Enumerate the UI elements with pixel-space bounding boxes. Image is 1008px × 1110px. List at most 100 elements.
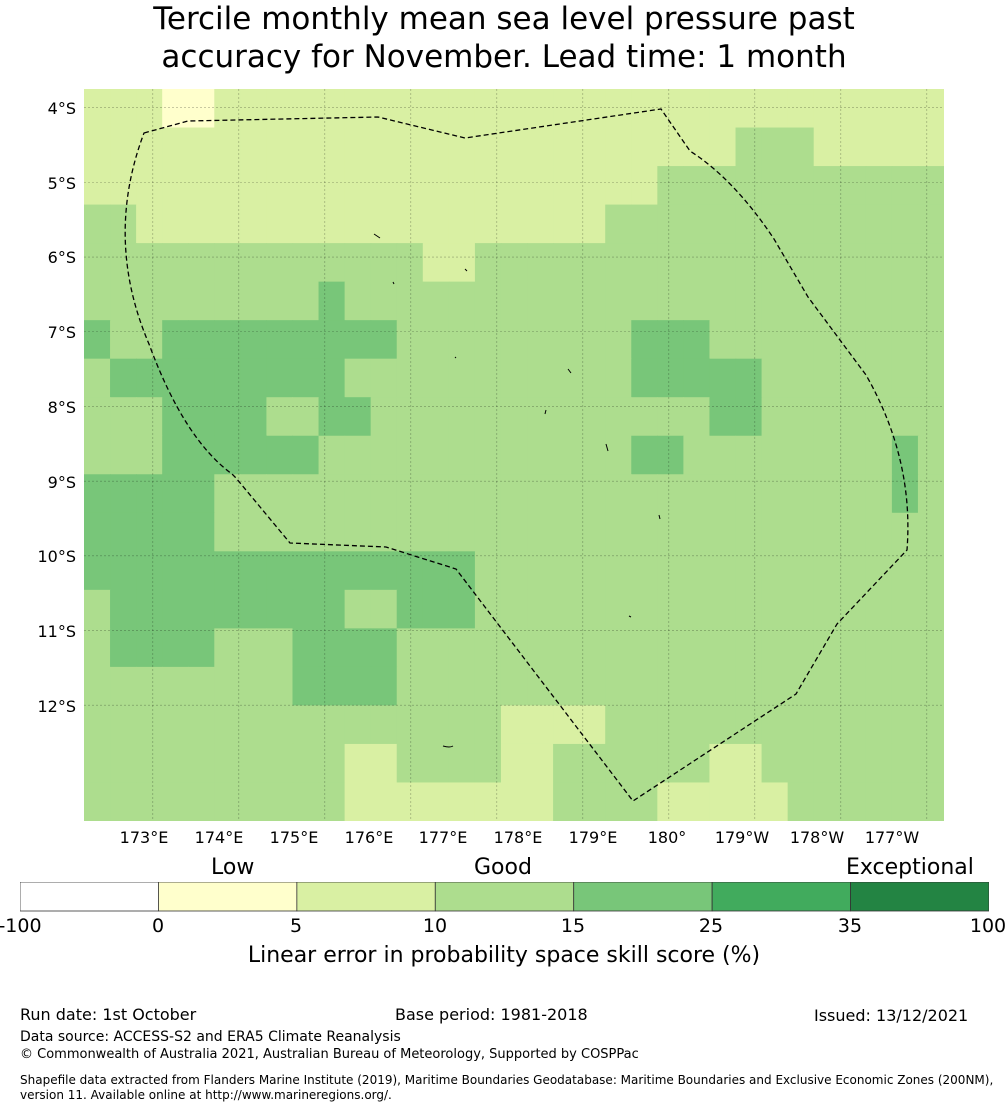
- heatmap-cell: [865, 551, 893, 591]
- heatmap-cell: [344, 551, 372, 591]
- heatmap-cell: [865, 666, 893, 707]
- heatmap-cell: [370, 512, 398, 552]
- map-title: Tercile monthly mean sea level pressure …: [0, 0, 1008, 76]
- heatmap-cell: [579, 127, 606, 167]
- heatmap-cell: [370, 551, 398, 591]
- heatmap-cell: [631, 243, 658, 283]
- heatmap-cell: [188, 89, 215, 129]
- heatmap-cell: [214, 782, 241, 821]
- heatmap-cell: [318, 743, 346, 784]
- heatmap-cell: [891, 281, 919, 321]
- heatmap-cell: [657, 666, 684, 707]
- heatmap-cell: [162, 281, 189, 321]
- heatmap-cell: [683, 320, 711, 360]
- heatmap-cell: [709, 204, 737, 244]
- heatmap-cell: [474, 705, 502, 745]
- heatmap-cell: [370, 358, 398, 398]
- heatmap-cell: [735, 127, 763, 167]
- heatmap-cell: [917, 782, 944, 821]
- colorbar-segment: [20, 882, 159, 912]
- heatmap-cell: [839, 243, 867, 283]
- heatmap-cell: [474, 89, 502, 129]
- lat-label-4s: 4°S: [47, 99, 76, 118]
- heatmap-cell: [188, 397, 215, 437]
- heatmap-cell: [162, 666, 189, 707]
- heatmap-cell: [422, 166, 450, 206]
- heatmap-cell: [370, 166, 398, 206]
- heatmap-cell: [787, 281, 815, 321]
- heatmap-cell: [162, 127, 189, 167]
- heatmap-cell: [527, 743, 554, 784]
- heatmap-cell: [136, 474, 163, 514]
- heatmap-cell: [527, 397, 554, 437]
- heatmap-cell: [839, 589, 867, 629]
- heatmap-cell: [579, 89, 606, 129]
- heatmap-cell: [240, 127, 268, 167]
- heatmap-cell: [683, 782, 711, 821]
- heatmap-cell: [917, 589, 944, 629]
- heatmap-cell: [422, 628, 450, 668]
- heatmap-cell: [474, 435, 502, 475]
- heatmap-cell: [553, 589, 580, 629]
- heatmap-cell: [110, 628, 137, 668]
- heatmap-cell: [214, 474, 241, 514]
- heatmap-cell: [422, 204, 450, 244]
- heatmap-cell: [84, 589, 111, 629]
- heatmap-cell: [370, 127, 398, 167]
- heatmap-cell: [344, 358, 372, 398]
- heatmap-cell: [448, 204, 476, 244]
- heatmap-cell: [396, 782, 424, 821]
- heatmap-cell: [84, 89, 111, 129]
- heatmap-cell: [344, 166, 372, 206]
- heatmap-cell: [448, 127, 476, 167]
- base-period: Base period: 1981-2018: [395, 1005, 588, 1024]
- heatmap-cell: [500, 743, 528, 784]
- heatmap-cell: [527, 512, 554, 552]
- heatmap-cell: [344, 782, 372, 821]
- heatmap-cell: [683, 589, 711, 629]
- heatmap-cell: [605, 358, 632, 398]
- heatmap-cell: [110, 705, 137, 745]
- heatmap-cell: [839, 127, 867, 167]
- heatmap-cell: [553, 397, 580, 437]
- heatmap-cell: [683, 166, 711, 206]
- heatmap-cell: [318, 474, 346, 514]
- lat-label-8s: 8°S: [47, 398, 76, 417]
- heatmap-cell: [136, 358, 163, 398]
- heatmap-cell: [266, 320, 294, 360]
- heatmap-cell: [709, 320, 737, 360]
- heatmap-cell: [214, 397, 241, 437]
- heatmap-cell: [631, 320, 658, 360]
- heatmap-cell: [266, 666, 294, 707]
- heatmap-cell: [813, 358, 841, 398]
- heatmap-cell: [344, 705, 372, 745]
- heatmap-cell: [839, 512, 867, 552]
- heatmap-cell: [839, 705, 867, 745]
- heatmap-cell: [527, 89, 554, 129]
- heatmap-cell: [188, 628, 215, 668]
- heatmap-cell: [318, 127, 346, 167]
- heatmap-cell: [813, 89, 841, 129]
- heatmap-cell: [396, 397, 424, 437]
- heatmap-cell: [370, 666, 398, 707]
- heatmap-cell: [110, 589, 137, 629]
- heatmap-cell: [631, 474, 658, 514]
- heatmap-cell: [683, 705, 711, 745]
- heatmap-cell: [631, 166, 658, 206]
- heatmap-cell: [110, 474, 137, 514]
- heatmap-cell: [553, 743, 580, 784]
- heatmap-cell: [813, 589, 841, 629]
- heatmap-cell: [318, 243, 346, 283]
- heatmap-cell: [162, 435, 189, 475]
- heatmap-cell: [214, 166, 241, 206]
- heatmap-cell: [865, 705, 893, 745]
- heatmap-cell: [709, 281, 737, 321]
- heatmap-cell: [422, 666, 450, 707]
- lon-label-178w: 178°W: [789, 828, 845, 847]
- heatmap-cell: [891, 243, 919, 283]
- heatmap-cell: [813, 474, 841, 514]
- island-marks: [373, 233, 661, 748]
- heatmap-cell: [136, 320, 163, 360]
- heatmap-cell: [709, 551, 737, 591]
- heatmap-cell: [553, 628, 580, 668]
